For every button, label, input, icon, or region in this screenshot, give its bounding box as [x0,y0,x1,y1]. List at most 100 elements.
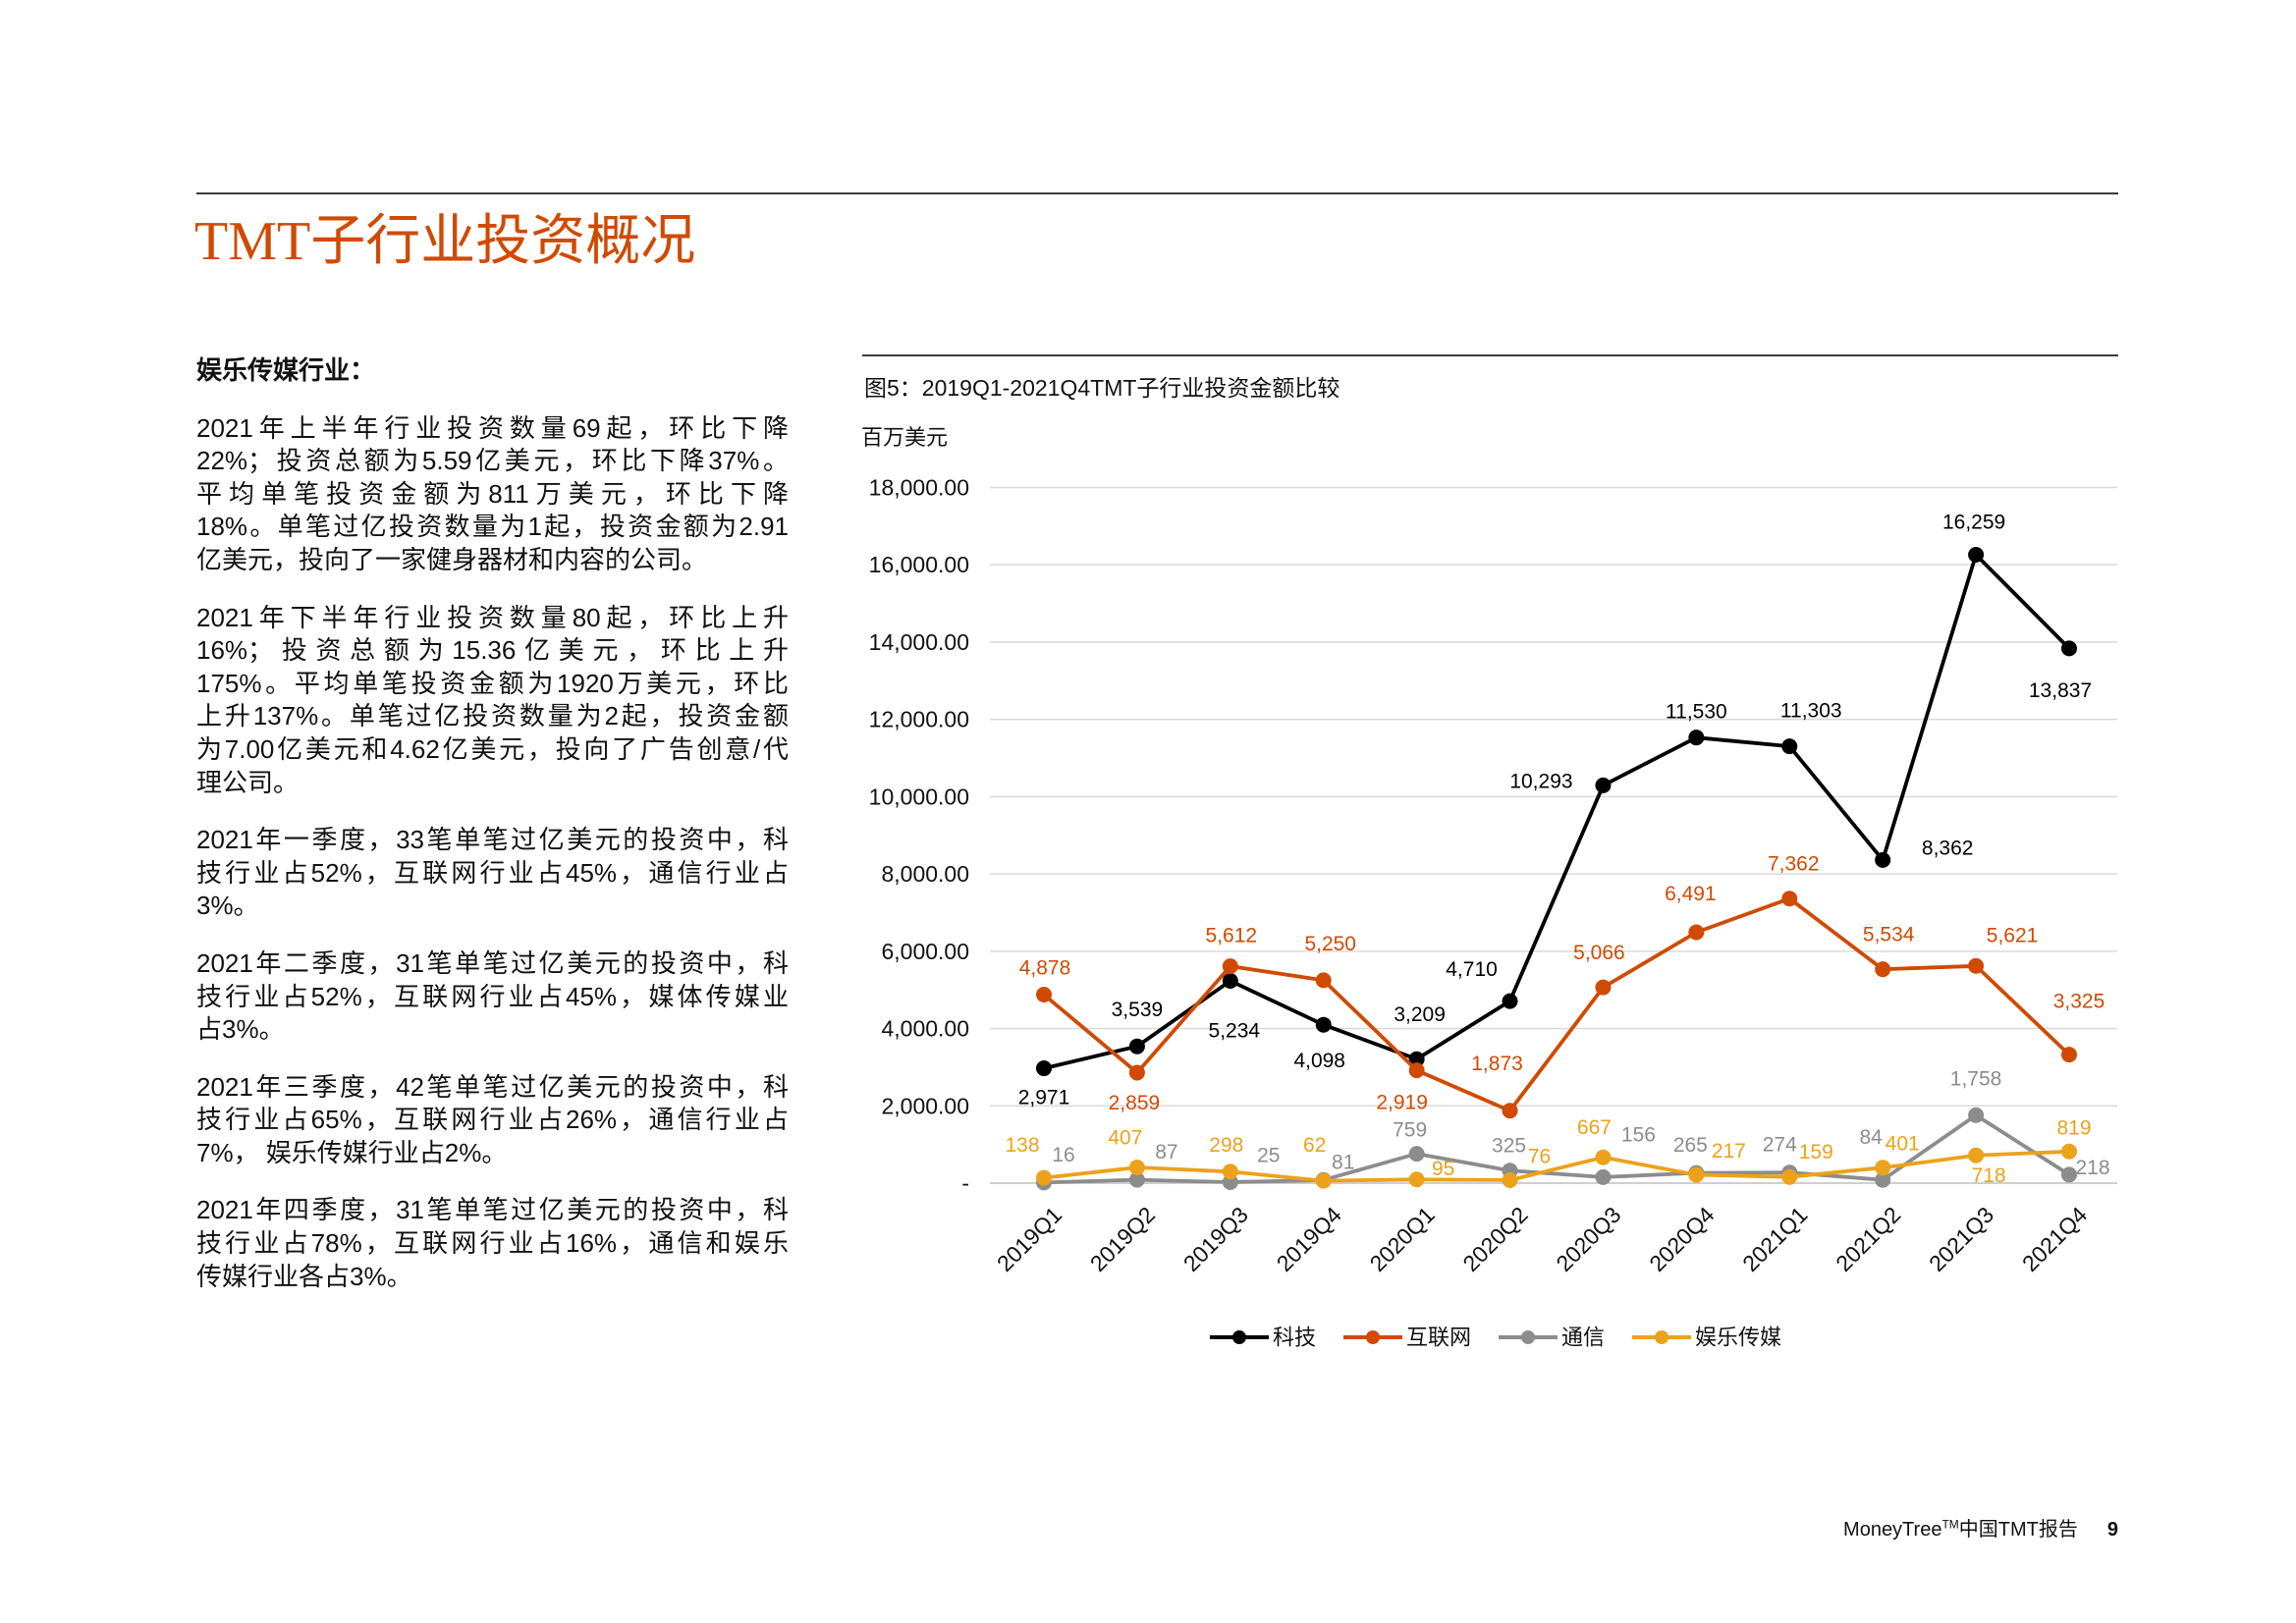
section-heading: 娱乐传媒行业： [196,355,376,385]
series-entertainment-media [1036,1143,2077,1189]
data-label-tech: 11,303 [1780,700,1842,723]
x-tick-label: 2019Q1 [992,1202,1066,1276]
body-text-column: 娱乐传媒行业： 2021年上半年行业投资数量69起，环比下降 22%；投资总额为… [196,354,789,1318]
paragraph-line: 2021年上半年行业投资数量69起，环比下降 [196,412,789,443]
paragraph-line: 平均单笔投资金额为811万美元，环比下降 [196,478,789,509]
data-label-entertainment-media: 159 [1799,1141,1833,1163]
paragraph-line: 175%。平均单笔投资金额为1920万美元，环比 [196,668,789,698]
data-point-internet [1128,1064,1145,1081]
data-label-entertainment-media: 95 [1432,1158,1454,1180]
x-tick-label: 2020Q4 [1644,1202,1719,1276]
data-label-telecom: 81 [1332,1151,1354,1173]
footer-report-title: 中国TMT报告 [1958,1519,2078,1541]
y-tick-label: 2,000.00 [881,1093,969,1118]
data-label-internet: 5,066 [1573,942,1625,964]
data-point-internet [1781,891,1798,907]
legend: 科技 互联网 通信 娱乐传媒 [1209,1325,1781,1350]
data-point-telecom [1875,1171,1891,1188]
data-label-internet: 4,878 [1019,956,1071,979]
data-label-tech: 4,098 [1293,1050,1345,1072]
chart-unit-label: 百万美元 [861,425,949,450]
data-label-entertainment-media: 298 [1209,1134,1243,1157]
data-point-internet [1315,972,1332,989]
data-point-entertainment-media [1408,1171,1425,1188]
data-label-tech: 10,293 [1509,770,1572,792]
data-label-tech: 4,710 [1446,958,1498,981]
x-tick-label: 2019Q3 [1178,1202,1253,1276]
footer-trademark: TM [1941,1517,1959,1532]
x-tick-label: 2020Q1 [1365,1202,1440,1276]
data-label-telecom: 274 [1763,1134,1797,1157]
paragraph-q2-2021: 2021年二季度，31笔单笔过亿美元的投资中，科 技行业占52%，互联网行业占4… [196,947,789,1047]
legend-label: 通信 [1561,1325,1605,1350]
data-point-internet [1222,958,1238,975]
data-point-tech [1968,547,1985,564]
data-point-tech [1222,972,1238,989]
legend-marker [1655,1330,1669,1344]
data-point-internet [1502,1103,1518,1119]
data-point-tech [1315,1016,1332,1033]
data-point-entertainment-media [2061,1143,2077,1160]
data-point-telecom [1128,1171,1145,1188]
paragraph-line: 2021年四季度，31笔单笔过亿美元的投资中，科 [196,1195,789,1225]
line-chart: - 2,000.00 4,000.00 6,000.00 8,000.00 10,000.… [869,475,2117,1350]
data-label-entertainment-media: 138 [1005,1134,1039,1157]
data-label-internet: 3,325 [2053,991,2105,1013]
paragraph-line: 为7.00亿美元和4.62亿美元，投向了广告创意/代 [196,733,789,764]
data-point-entertainment-media [1128,1159,1145,1175]
data-label-telecom: 759 [1393,1119,1427,1142]
paragraph-q4-2021: 2021年四季度，31笔单笔过亿美元的投资中，科 技行业占78%，互联网行业占1… [196,1194,789,1293]
series-tech [1036,547,2077,1077]
data-point-entertainment-media [1875,1160,1891,1176]
data-point-internet [1968,957,1985,974]
y-tick-label: 4,000.00 [881,1016,969,1042]
data-point-tech [1688,730,1705,746]
data-label-tech: 11,530 [1666,701,1727,724]
chart-divider [862,354,2118,356]
legend-label: 互联网 [1406,1325,1471,1350]
data-point-tech [1408,1051,1425,1067]
data-label-telecom: 1,758 [1950,1067,2002,1090]
data-label-internet: 1,873 [1471,1053,1523,1075]
paragraph-q3-2021: 2021年三季度，42笔单笔过亿美元的投资中，科 技行业占65%，互联网行业占2… [196,1071,789,1170]
paragraph-line: 7%， 娱乐传媒行业占2%。 [196,1137,508,1167]
x-tick-label: 2020Q2 [1457,1202,1532,1276]
data-point-entertainment-media [1688,1166,1705,1183]
data-point-telecom [2061,1166,2077,1183]
data-label-entertainment-media: 718 [1972,1164,2006,1187]
data-label-tech: 8,362 [1922,837,1974,859]
data-label-telecom: 16 [1052,1144,1074,1166]
data-point-internet [1595,979,1612,996]
paragraph-line: 理公司。 [196,767,300,797]
data-point-tech [1128,1038,1145,1055]
data-label-entertainment-media: 819 [2056,1116,2091,1139]
data-label-internet: 2,859 [1109,1092,1161,1114]
legend-label: 科技 [1273,1325,1316,1350]
data-point-tech [2061,640,2077,657]
paragraph-line: 2021年下半年行业投资数量80起，环比上升 [196,602,789,632]
y-tick-label: 16,000.00 [869,552,969,577]
data-label-internet: 5,612 [1206,925,1258,947]
x-tick-label: 2020Q3 [1551,1202,1625,1276]
series-line-telecom [1042,1112,2071,1185]
data-label-telecom: 84 [1860,1126,1884,1149]
data-label-tech: 16,259 [1942,512,2005,534]
legend-item-entertainment-media: 娱乐传媒 [1632,1325,1781,1350]
page-number: 9 [2106,1519,2118,1541]
data-point-entertainment-media [1781,1168,1798,1185]
y-tick-label: 8,000.00 [881,861,969,887]
data-point-entertainment-media [1968,1147,1985,1163]
paragraph-line: 上升137%。单笔过亿投资数量为2起，投资金额 [196,701,789,731]
data-label-entertainment-media: 76 [1528,1146,1551,1168]
data-label-internet: 7,362 [1768,853,1820,876]
x-tick-label: 2019Q2 [1085,1202,1160,1276]
data-label-internet: 5,250 [1304,933,1356,955]
data-point-tech [1036,1060,1052,1077]
footer-brand: MoneyTree [1843,1519,1942,1541]
data-point-entertainment-media [1595,1149,1612,1165]
legend-marker [1365,1330,1380,1344]
data-point-tech [1875,851,1891,868]
legend-marker [1231,1330,1246,1344]
data-label-tech: 3,209 [1394,1003,1446,1026]
data-point-tech [1595,777,1612,793]
